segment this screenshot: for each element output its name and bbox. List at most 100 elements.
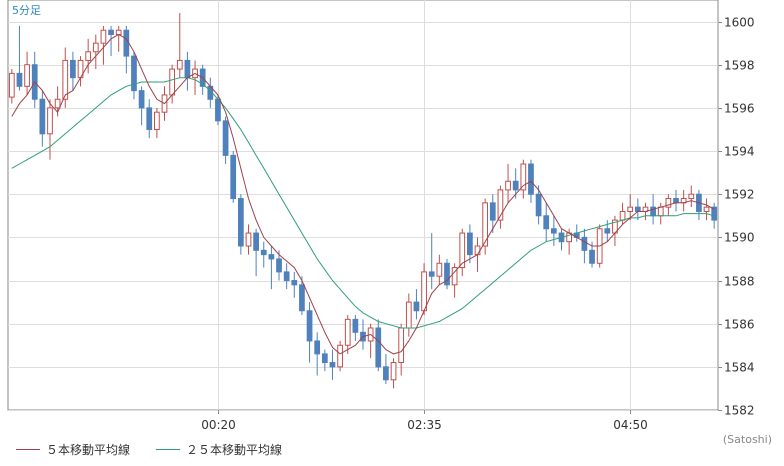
candle-up (85, 51, 92, 61)
candle-up (24, 64, 30, 87)
candle-up (245, 232, 252, 247)
candle-down (283, 271, 290, 282)
candle-down (589, 249, 595, 264)
legend-label-ma25: ２５本移動平均線 (186, 443, 283, 457)
candle-up (47, 107, 53, 135)
candle-down (604, 228, 611, 234)
candle-up (459, 232, 466, 269)
y-tick-label: 1584 (724, 361, 755, 375)
candle-down (108, 29, 114, 36)
candle-down (131, 55, 137, 92)
candle-up (451, 267, 458, 286)
candle-up (482, 202, 489, 247)
legend-swatch-ma25 (156, 449, 180, 450)
candle-down (123, 29, 130, 57)
candle-down (268, 254, 275, 260)
candle-down (237, 198, 244, 247)
x-tick-label: 02:35 (407, 418, 442, 432)
candle-up (405, 301, 412, 329)
candle-up (154, 111, 160, 130)
candle-up (657, 206, 664, 217)
candle-up (62, 59, 69, 100)
legend-item-ma25: ２５本移動平均線 (156, 441, 282, 458)
candle-down (535, 193, 542, 217)
candle-up (688, 193, 695, 200)
candle-down (184, 59, 191, 79)
candle-down (444, 262, 450, 286)
candle-down (215, 98, 221, 122)
candle-down (253, 232, 259, 251)
candle-down (512, 180, 519, 191)
candle-down (299, 284, 305, 312)
candle-down (230, 154, 237, 200)
candle-up (337, 344, 343, 368)
candle-down (260, 249, 267, 256)
candle-down (39, 98, 46, 135)
candle-down (276, 258, 282, 273)
y-tick-label: 1592 (724, 188, 755, 202)
candle-up (474, 245, 481, 256)
y-tick-label: 1596 (724, 102, 755, 116)
candle-down (711, 206, 718, 221)
candle-up (619, 210, 626, 221)
y-tick-label: 1586 (724, 318, 755, 332)
y-tick-label: 1594 (724, 145, 755, 159)
candle-down (467, 232, 473, 256)
x-tick-label: 00:20 (201, 418, 236, 432)
candle-up (176, 59, 183, 70)
candle-up (505, 180, 511, 191)
candle-down (314, 340, 321, 355)
candle-down (291, 280, 298, 286)
candle-down (673, 198, 679, 204)
legend: ５本移動平均線 ２５本移動平均線 (Satoshi) (0, 433, 784, 462)
candle-up (169, 68, 176, 96)
candle-down (352, 318, 359, 333)
candle-down (375, 327, 382, 368)
candle-down (70, 59, 76, 79)
candle-up (115, 29, 122, 36)
candle-down (489, 202, 496, 221)
candle-down (329, 362, 336, 368)
candle-up (54, 98, 61, 109)
candle-down (528, 163, 534, 195)
candle-up (627, 206, 634, 212)
legend-label-ma5: ５本移動平均線 (46, 443, 131, 457)
y-tick-label: 1600 (724, 16, 755, 30)
candle-up (100, 29, 107, 44)
candle-down (550, 228, 557, 234)
candle-down (581, 236, 588, 251)
candle-down (543, 215, 550, 230)
candle-up (8, 72, 15, 98)
candle-down (321, 353, 328, 364)
candle-up (390, 362, 397, 381)
candle-up (344, 318, 351, 346)
candle-up (497, 189, 504, 221)
candle-up (665, 198, 672, 208)
candle-up (520, 163, 527, 191)
candle-up (421, 271, 427, 312)
candle-up (436, 262, 443, 277)
candle-down (16, 72, 23, 87)
candle-up (703, 206, 710, 212)
candle-down (222, 120, 229, 156)
ma25-line (11, 77, 715, 329)
legend-item-ma5: ５本移動平均線 (16, 441, 130, 458)
ma5-line (11, 33, 715, 355)
candle-down (413, 301, 420, 312)
y-tick-label: 1598 (724, 59, 755, 73)
candle-down (146, 107, 153, 130)
candle-down (306, 310, 313, 342)
y-tick-label: 1588 (724, 275, 755, 289)
legend-swatch-ma5 (16, 449, 40, 450)
credit-label: (Satoshi) (722, 433, 772, 446)
candle-up (92, 42, 99, 53)
x-tick-label: 04:50 (613, 418, 648, 432)
candle-down (428, 271, 435, 277)
period-label: 5分足 (12, 4, 41, 17)
candle-down (138, 90, 145, 109)
y-tick-label: 1582 (724, 404, 755, 418)
y-tick-label: 1590 (724, 231, 755, 245)
candle-down (383, 366, 389, 381)
